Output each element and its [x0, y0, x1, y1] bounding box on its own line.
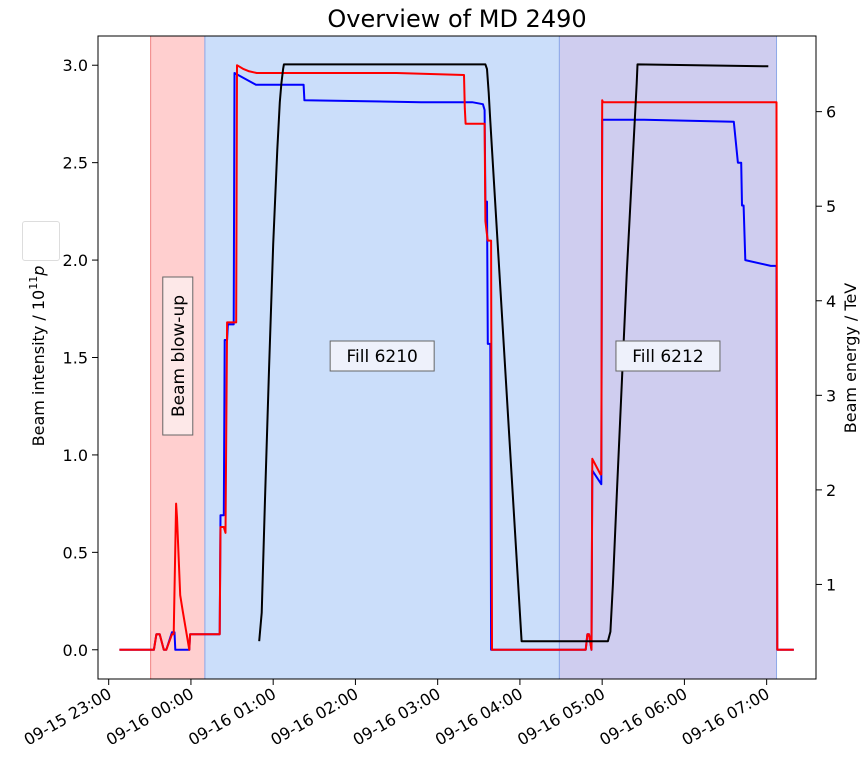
- x-tick-label-4: 09-16 03:00: [350, 684, 444, 749]
- chart-title: Overview of MD 2490: [327, 5, 586, 33]
- series-line-0: [119, 72, 794, 651]
- y-left-tick-label-3: 1.5: [63, 349, 88, 368]
- region-label-0: Beam blow-up: [169, 295, 189, 417]
- region-label-box-2: [615, 340, 721, 372]
- y-left-tick-label-0: 0.0: [63, 641, 88, 660]
- y-axis-right: 1 2 3 4 5 6: [816, 103, 836, 594]
- region-label-1: Fill 6210: [346, 347, 417, 367]
- y-right-tick-label-3: 4: [826, 292, 836, 311]
- y-left-tick-label-1: 0.5: [63, 543, 88, 562]
- y-right-tick-label-2: 3: [826, 386, 836, 405]
- region-label-box-0: [162, 276, 194, 436]
- region-labels: Beam blow-up Fill 6210 Fill 6212: [162, 276, 721, 436]
- legend-box: [22, 221, 60, 261]
- y-right-tick-label-5: 6: [826, 103, 836, 122]
- x-tick-label-2: 09-16 01:00: [185, 684, 279, 749]
- x-tick-label-1: 09-16 00:00: [103, 684, 197, 749]
- y-left-tick-label-4: 2.0: [63, 251, 88, 270]
- x-tick-label-6: 09-16 05:00: [514, 684, 608, 749]
- y-axis-left: 0.0 0.5 1.0 1.5 2.0 2.5 3.0: [63, 56, 98, 660]
- y-left-tick-label-2: 1.0: [63, 446, 88, 465]
- series-lines: [119, 63, 794, 651]
- region-label-box-1: [329, 340, 435, 372]
- y-right-tick-label-4: 5: [826, 197, 836, 216]
- y-axis-right-label: Beam energy / TeV: [841, 283, 860, 434]
- series-line-2: [258, 63, 769, 643]
- y-axis-left-label: Beam intensity / 1011p: [27, 266, 48, 447]
- y-axis-left-label-sup: 11: [27, 276, 40, 290]
- x-tick-label-0: 09-15 23:00: [21, 684, 115, 749]
- y-left-tick-label-5: 2.5: [63, 154, 88, 173]
- y-axis-left-label-main: Beam intensity / 10: [29, 290, 48, 447]
- x-tick-label-3: 09-16 02:00: [267, 684, 361, 749]
- y-right-tick-label-1: 2: [826, 481, 836, 500]
- y-right-tick-label-0: 1: [826, 575, 836, 594]
- x-tick-label-5: 09-16 04:00: [432, 684, 526, 749]
- x-tick-label-8: 09-16 07:00: [679, 684, 773, 749]
- y-left-tick-label-6: 3.0: [63, 56, 88, 75]
- x-tick-label-7: 09-16 06:00: [596, 684, 690, 749]
- region-label-2: Fill 6212: [632, 347, 703, 367]
- series-line-1: [119, 64, 794, 651]
- y-axis-left-label-unit: p: [29, 266, 48, 277]
